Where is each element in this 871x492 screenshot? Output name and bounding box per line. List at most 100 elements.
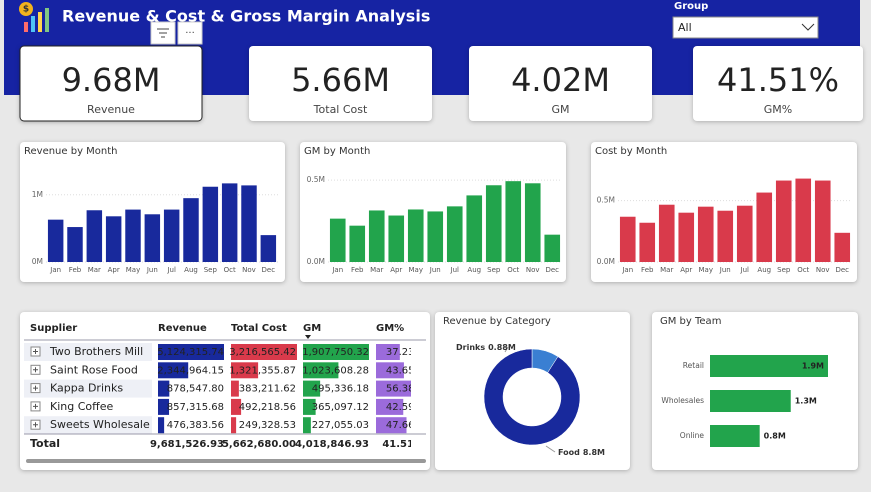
x-tick-label: Aug	[467, 266, 481, 274]
logo: $	[19, 2, 49, 32]
chart-card	[20, 142, 285, 282]
bar	[756, 192, 773, 262]
donut-label: Drinks 0.88M	[456, 343, 516, 352]
expand-plus	[33, 403, 38, 409]
x-tick-label: Dec	[262, 266, 276, 274]
cell-value: 1,907,750.32	[302, 347, 369, 358]
bar	[67, 227, 83, 262]
value-label: 1.3M	[795, 397, 817, 406]
x-tick-label: Jun	[146, 266, 158, 274]
x-tick-label: Sep	[777, 266, 791, 274]
total-cell: 9,681,526.93	[150, 439, 224, 450]
x-tick-label: Dec	[545, 266, 559, 274]
bar	[658, 204, 675, 262]
cell-value: 43.65%	[386, 365, 424, 376]
bar	[368, 210, 385, 262]
data-bar	[376, 380, 411, 397]
bar	[775, 180, 792, 262]
bar	[163, 209, 180, 262]
leader-line	[504, 346, 509, 353]
chart-card	[435, 312, 630, 470]
cell-value: 3,216,565.42	[229, 347, 296, 358]
bar	[697, 206, 714, 262]
cell-value: 5,124,315.74	[157, 347, 224, 358]
x-tick-label: Jul	[740, 266, 750, 274]
kpi-value: 9.68M	[62, 61, 161, 99]
x-tick-label: Mar	[660, 266, 673, 274]
kpi-label: GM	[551, 103, 569, 116]
bar	[407, 209, 424, 262]
bar	[710, 425, 760, 447]
chart-title: Cost by Month	[595, 146, 667, 157]
row-band	[24, 379, 152, 398]
cell-value: 495,336.18	[312, 384, 369, 395]
x-tick-label: Aug	[184, 266, 198, 274]
bar	[144, 214, 161, 262]
supplier-name: Two Brothers Mill	[49, 345, 143, 358]
data-bar	[158, 417, 165, 434]
x-tick-label: Mar	[88, 266, 101, 274]
bar	[388, 215, 405, 262]
value-label: 8.8M	[583, 448, 605, 457]
slicer-dropdown[interactable]	[672, 16, 819, 39]
bar	[485, 185, 502, 262]
kpi-card	[693, 46, 863, 121]
total-cell: 41.51%	[382, 439, 424, 450]
category-name: Food	[558, 448, 580, 457]
data-bar	[158, 398, 170, 415]
data-bar	[231, 380, 239, 397]
x-tick-label: Jan	[49, 266, 61, 274]
data-bar	[303, 362, 339, 379]
bar	[544, 234, 561, 262]
bar	[834, 232, 851, 262]
x-tick-label: Apr	[390, 266, 402, 274]
data-bar	[231, 417, 237, 434]
kpi-value: 4.02M	[511, 61, 610, 99]
x-tick-label: Jul	[166, 266, 176, 274]
kpi-card	[19, 45, 203, 122]
cell-value: 56.38%	[386, 384, 424, 395]
bar	[710, 355, 828, 377]
bar	[736, 205, 753, 262]
x-tick-label: Mar	[370, 266, 383, 274]
bar	[466, 195, 483, 262]
x-tick-label: Apr	[680, 266, 692, 274]
x-tick-label: Jul	[450, 266, 460, 274]
column-header: Total Cost	[231, 323, 287, 334]
expand-plus	[33, 349, 38, 354]
sort-indicator	[305, 335, 311, 339]
bar	[329, 218, 346, 262]
y-tick-label: 0.0M	[597, 257, 615, 266]
bar	[125, 209, 141, 262]
title: Revenue & Cost & Gross Margin Analysis	[62, 7, 430, 26]
bar	[678, 212, 695, 262]
y-category-label: Retail	[683, 361, 704, 370]
x-tick-label: Aug	[757, 266, 771, 274]
data-bar	[303, 417, 311, 434]
cell-value: 249,328.53	[239, 420, 296, 431]
clip-group: 56.38%	[376, 380, 424, 397]
y-tick-label: 0.5M	[307, 175, 325, 184]
bar	[349, 225, 366, 262]
kpi-label: Total Cost	[313, 103, 368, 116]
data-bar	[376, 398, 404, 415]
kpi-value: 5.66M	[291, 61, 390, 99]
x-tick-label: Oct	[224, 266, 236, 274]
kpi-label: GM%	[764, 103, 792, 116]
clip-group: 43.65%	[376, 362, 424, 379]
bar	[795, 178, 812, 262]
x-tick-label: May	[409, 266, 423, 274]
data-bar	[231, 344, 297, 360]
leader-line	[545, 445, 556, 453]
supplier-name: King Coffee	[50, 400, 113, 413]
data-bar	[376, 417, 407, 434]
y-category-label: Online	[680, 431, 705, 440]
bar	[717, 210, 734, 262]
bar	[86, 210, 103, 262]
x-tick-label: Jun	[719, 266, 731, 274]
x-tick-label: Feb	[69, 266, 82, 274]
bar	[260, 235, 277, 262]
row-band	[24, 416, 152, 435]
data-bar	[303, 398, 316, 415]
